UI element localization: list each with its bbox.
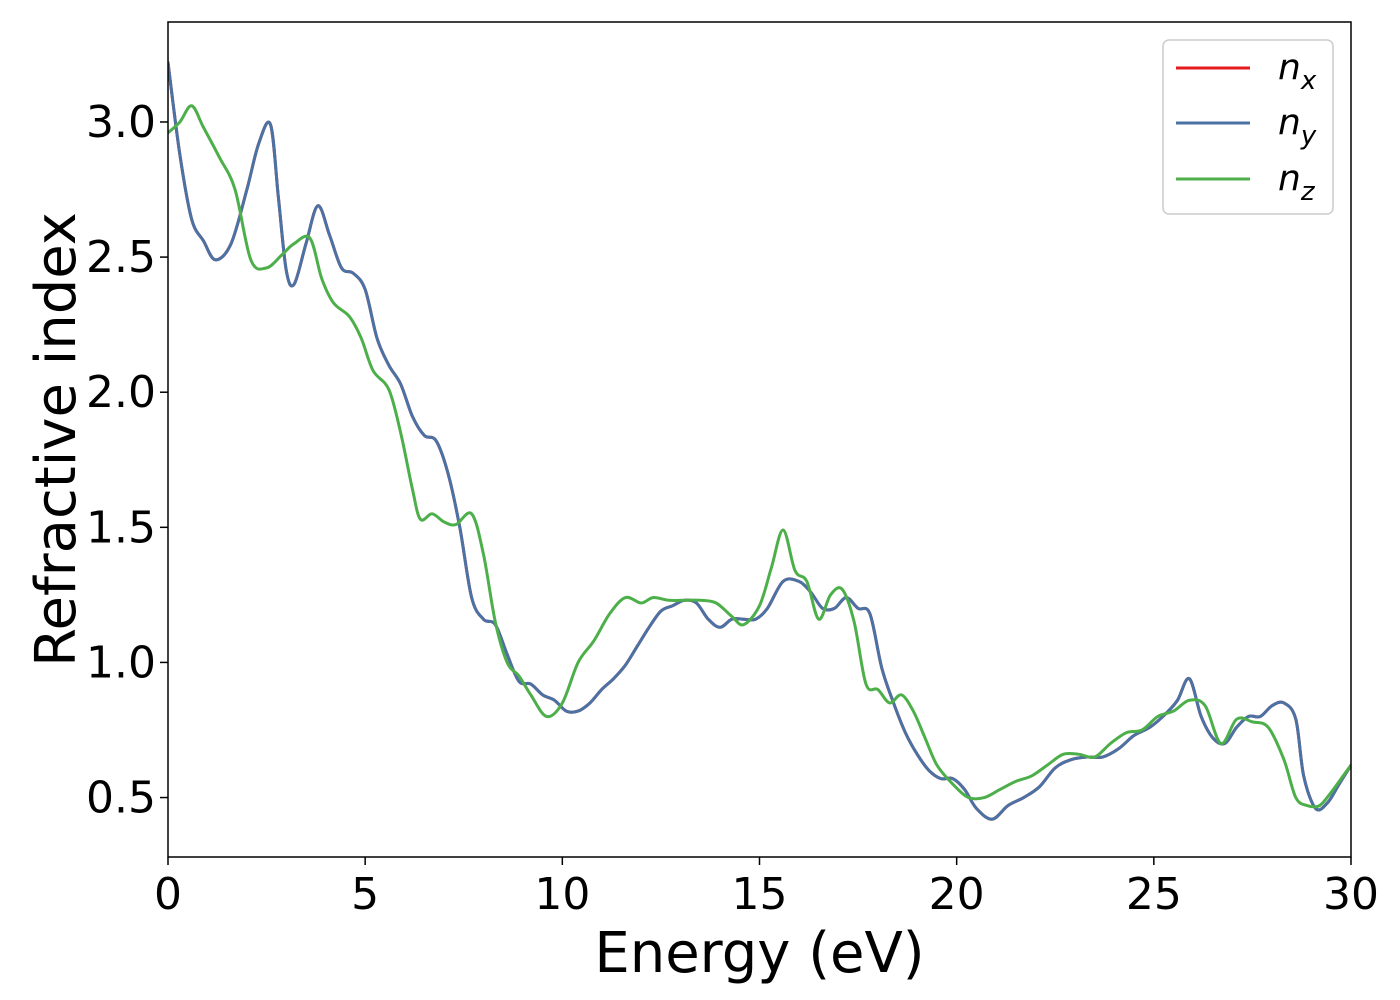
legend-label-base: n [1278, 158, 1301, 199]
y-axis: 0.5 1.0 1.5 2.0 2.5 3.0 [86, 97, 168, 824]
y-tick-label: 3.0 [86, 97, 156, 148]
y-tick-label: 0.5 [86, 773, 156, 824]
x-tick-label: 0 [154, 869, 182, 920]
legend-label-sub: z [1300, 177, 1316, 207]
legend-label-y: ny [1278, 102, 1317, 151]
x-tick-label: 5 [351, 869, 379, 920]
legend-label-x: nx [1278, 47, 1317, 96]
legend-label-base: n [1278, 47, 1301, 88]
legend-label-base: n [1278, 102, 1301, 143]
legend-label-sub: x [1300, 66, 1317, 96]
series-line-z [168, 104, 1351, 809]
y-tick-label: 1.0 [86, 637, 156, 688]
legend-box [1162, 39, 1334, 215]
x-tick-label: 10 [534, 869, 590, 920]
series-layer [168, 61, 1351, 821]
x-axis: 0 5 10 15 20 25 30 [154, 857, 1379, 920]
y-tick-label: 2.5 [86, 232, 156, 283]
x-tick-label: 20 [929, 869, 985, 920]
y-tick-label: 1.5 [86, 502, 156, 553]
legend-label-sub: y [1300, 121, 1317, 151]
x-tick-label: 30 [1323, 869, 1379, 920]
x-axis-label: Energy (eV) [594, 921, 924, 986]
legend-label-z: nz [1278, 158, 1316, 207]
plot-area [167, 21, 1352, 858]
x-tick-label: 15 [732, 869, 788, 920]
y-tick-label: 2.0 [86, 367, 156, 418]
y-axis-label: Refractive index [24, 212, 89, 667]
x-tick-label: 25 [1126, 869, 1182, 920]
